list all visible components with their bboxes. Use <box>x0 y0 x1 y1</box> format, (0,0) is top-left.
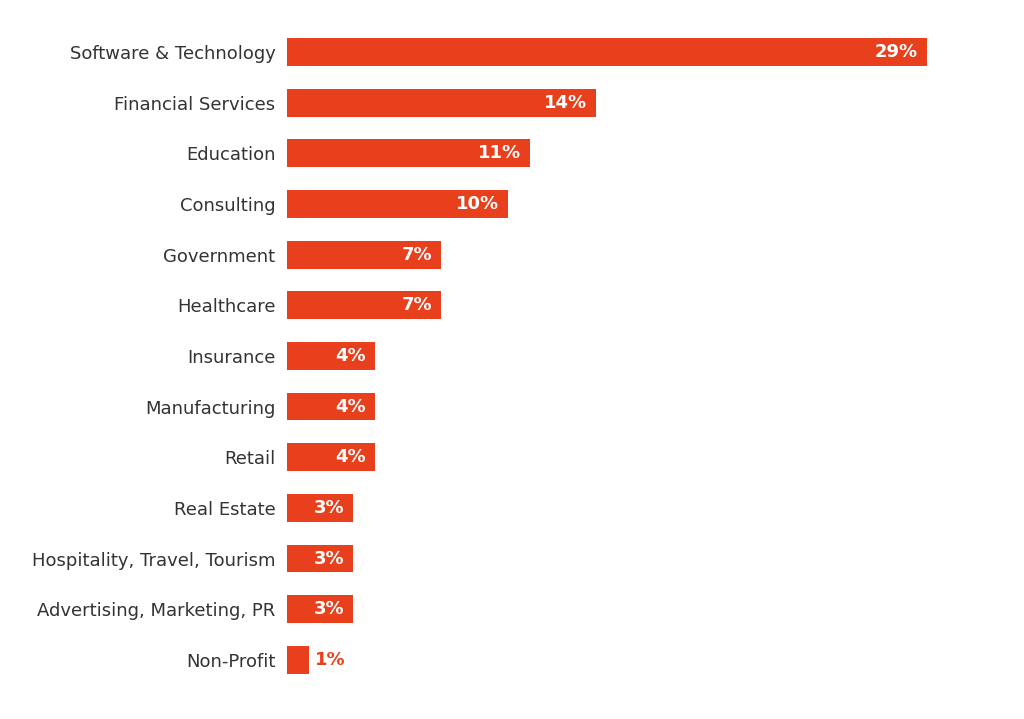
Text: 7%: 7% <box>401 246 432 264</box>
Bar <box>287 444 375 471</box>
Text: 11%: 11% <box>477 145 521 162</box>
Text: 7%: 7% <box>401 296 432 314</box>
Bar <box>287 88 596 116</box>
Bar <box>287 38 927 66</box>
Text: 4%: 4% <box>336 398 367 416</box>
Bar <box>287 342 375 370</box>
Text: 3%: 3% <box>313 600 344 618</box>
Bar <box>287 393 375 421</box>
Text: 3%: 3% <box>313 549 344 567</box>
Bar <box>287 595 353 623</box>
Bar <box>287 291 441 319</box>
Text: 10%: 10% <box>456 195 499 213</box>
Bar <box>287 646 309 674</box>
Bar <box>287 139 529 168</box>
Bar <box>287 190 508 218</box>
Text: 4%: 4% <box>336 347 367 365</box>
Bar <box>287 544 353 572</box>
Bar <box>287 241 441 268</box>
Text: 14%: 14% <box>544 93 587 111</box>
Text: 29%: 29% <box>876 43 919 61</box>
Text: 4%: 4% <box>336 448 367 466</box>
Text: 1%: 1% <box>315 651 346 669</box>
Text: 3%: 3% <box>313 499 344 517</box>
Bar <box>287 494 353 522</box>
